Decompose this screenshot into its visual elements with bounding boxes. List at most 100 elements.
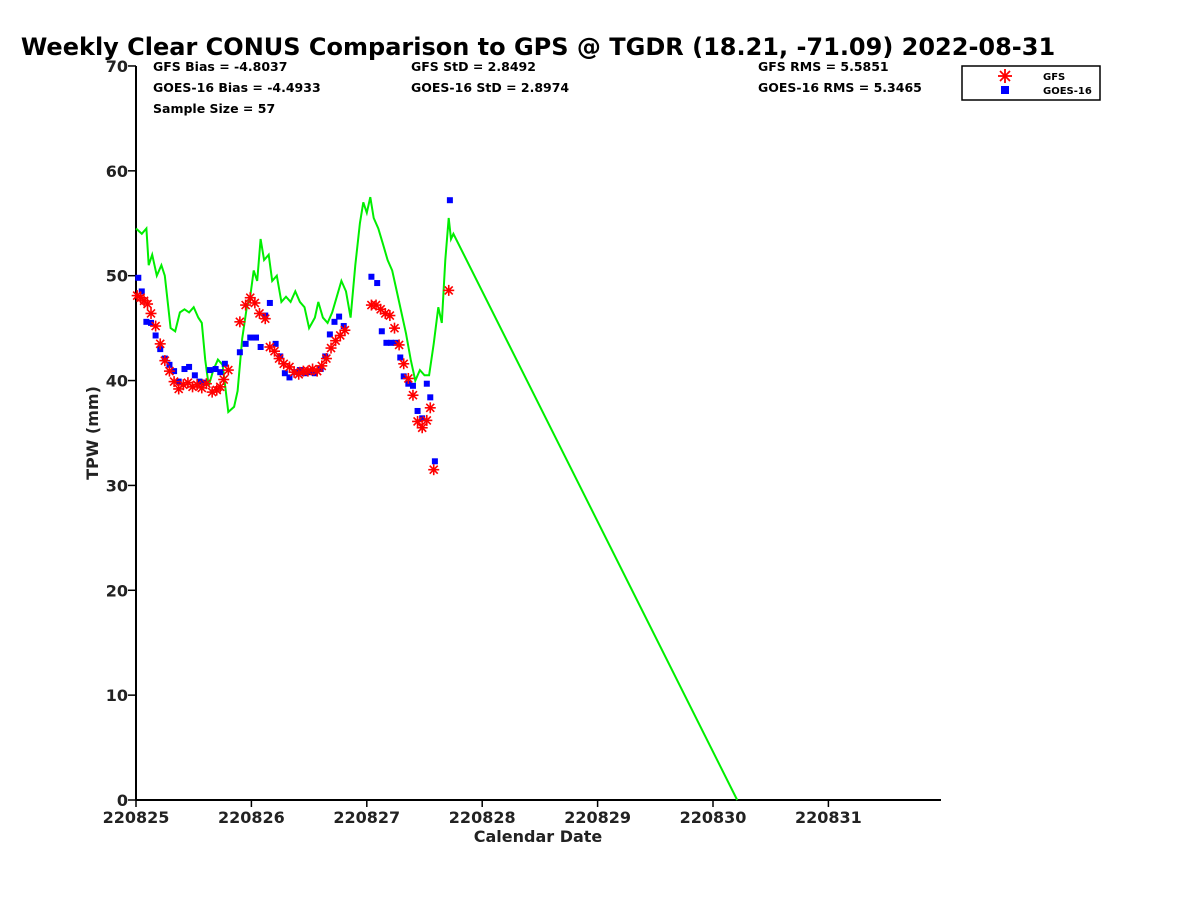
gfs-point [424,402,436,414]
x-tick-label: 220825 [103,808,170,827]
goes16-point [281,370,288,377]
goes16-point [427,394,434,401]
goes16-point [431,458,438,465]
gfs-point [416,422,428,434]
gfs-point [249,297,261,309]
goes16-point [419,415,426,422]
gfs-point [384,310,396,322]
goes16-point [148,319,155,326]
gfs-point [402,372,414,384]
legend: GFS GOES-16 [961,65,1101,101]
goes16-point [383,339,390,346]
goes16-point [272,340,279,347]
x-tick-label: 220827 [333,808,400,827]
goes16-point [378,328,385,335]
gfs-point [244,292,256,304]
y-tick-label: 40 [106,372,128,391]
legend-gfs-label: GFS [1043,72,1065,83]
goes16-point [331,318,338,325]
goes16-point [257,344,264,351]
gfs-point [421,414,433,426]
goes-rms-text: GOES-16 RMS = 5.3465 [758,80,922,95]
goes-bias-text: GOES-16 Bias = -4.4933 [153,80,321,95]
gps-line [135,196,739,801]
plot-area: 0 10 20 30 40 50 60 70 220825 220826 220827 220828… [103,57,941,827]
gfs-point [412,415,424,427]
gfs-point [268,345,280,357]
legend-gfs-marker [998,69,1012,83]
goes16-point [191,372,198,379]
goes16-point [317,366,324,373]
goes16-point [138,288,145,295]
chart-title: Weekly Clear CONUS Comparison to GPS @ T… [21,33,1055,61]
goes16-point [340,323,347,330]
goes16-point [326,331,333,338]
goes16-point [446,197,453,204]
gfs-point [200,378,212,390]
goes16-point [296,367,303,374]
gfs-std-text: GFS StD = 2.8492 [411,59,536,74]
gfs-point [398,358,410,370]
goes16-point [135,274,142,281]
goes16-point [152,332,159,339]
gfs-rms-text: GFS RMS = 5.5851 [758,59,889,74]
y-tick-label: 20 [106,581,128,600]
y-axis-ticks: 0 10 20 30 40 50 60 70 [106,57,136,810]
x-axis-label: Calendar Date [474,827,603,846]
x-tick-label: 220831 [795,808,862,827]
goes16-point [247,334,254,341]
goes16-point [423,380,430,387]
goes16-point [286,374,293,381]
gfs-point [234,316,246,328]
goes16-point [368,273,375,280]
goes16-point [414,407,421,414]
gfs-point [307,363,319,375]
sample-size-text: Sample Size = 57 [153,101,275,116]
goes16-point [143,318,150,325]
gfs-point [154,338,166,350]
goes16-point [217,369,224,376]
legend-goes-marker [1001,86,1009,94]
goes16-point [388,339,395,346]
legend-box [961,65,1101,101]
y-tick-label: 10 [106,686,128,705]
goes16-point [206,367,213,374]
gfs-point [393,339,405,351]
y-tick-label: 60 [106,162,128,181]
goes16-point [336,313,343,320]
gfs-point [407,389,419,401]
gfs-point [316,360,328,372]
gps-series [135,196,739,801]
goes16-point [392,339,399,346]
goes16-point [221,360,228,367]
gfs-point [443,284,455,296]
gfs-point [150,320,162,332]
goes16-point [236,349,243,356]
goes16-point [374,280,381,287]
gfs-point [222,364,234,376]
goes16-point [166,361,173,368]
goes16-point [266,299,273,306]
goes16-point [409,382,416,389]
y-tick-label: 50 [106,267,128,286]
x-tick-label: 220826 [218,808,285,827]
gfs-point [168,376,180,388]
goes16-point [212,366,219,373]
gfs-point [173,383,185,395]
goes16-point [400,373,407,380]
stats-annotations: GFS Bias = -4.8037 GOES-16 Bias = -4.493… [153,59,922,116]
gfs-point [428,464,440,476]
goes-std-text: GOES-16 StD = 2.8974 [411,80,569,95]
y-tick-label: 70 [106,57,128,76]
x-tick-label: 220828 [449,808,516,827]
y-tick-label: 30 [106,476,128,495]
gfs-point [142,298,154,310]
gfs-point [159,355,171,367]
gfs-series [131,284,455,476]
y-tick-label: 0 [117,791,128,810]
goes16-point [242,340,249,347]
goes16-point [181,366,188,373]
gfs-point [145,307,157,319]
gfs-point [259,313,271,325]
